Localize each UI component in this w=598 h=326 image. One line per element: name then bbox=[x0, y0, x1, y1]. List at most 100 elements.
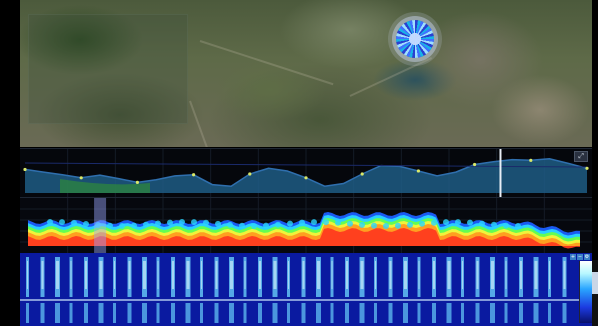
waterfall-plot bbox=[20, 253, 580, 326]
waterfall-streak bbox=[127, 303, 132, 323]
waterfall-streak bbox=[504, 303, 508, 323]
spectrum-peak bbox=[275, 221, 281, 228]
intensity-colorbar bbox=[579, 261, 592, 323]
waterfall-streak-core bbox=[201, 261, 202, 289]
waterfall-streak bbox=[388, 303, 393, 323]
spectrum-peak bbox=[347, 220, 353, 227]
selected-area-overlay bbox=[28, 14, 188, 124]
waterfall-streak bbox=[330, 303, 334, 323]
profile-point bbox=[473, 162, 477, 167]
spectrum-peak bbox=[227, 221, 233, 228]
waterfall-streak bbox=[258, 303, 262, 323]
spectrum-chart[interactable] bbox=[20, 197, 592, 253]
waterfall-streak-core bbox=[273, 261, 277, 289]
waterfall-display[interactable]: + − ⚙ bbox=[20, 253, 592, 326]
spectrum-peak bbox=[263, 222, 269, 229]
waterfall-streak bbox=[55, 303, 60, 323]
waterfall-streak bbox=[475, 303, 480, 323]
waterfall-streak bbox=[301, 303, 306, 323]
waterfall-streak bbox=[200, 303, 203, 323]
waterfall-streak-core bbox=[172, 261, 174, 289]
waterfall-streak bbox=[316, 303, 321, 323]
spectrum-peak bbox=[107, 222, 113, 229]
waterfall-streak-core bbox=[99, 261, 103, 289]
waterfall-streak-core bbox=[404, 261, 407, 289]
profile-point bbox=[248, 172, 252, 176]
profile-point bbox=[304, 176, 308, 180]
spectrum-peak bbox=[239, 222, 245, 229]
waterfall-streak-core bbox=[230, 261, 233, 289]
road-line bbox=[189, 100, 212, 147]
waterfall-streak-core bbox=[157, 261, 159, 289]
waterfall-streak-core bbox=[476, 261, 479, 289]
spectrum-marker bbox=[94, 198, 107, 253]
waterfall-streak-core bbox=[302, 261, 305, 289]
spectrum-peak bbox=[359, 221, 365, 228]
road-line bbox=[199, 40, 334, 86]
waterfall-streak bbox=[171, 303, 175, 323]
waterfall-streak-core bbox=[56, 261, 59, 289]
waterfall-streak bbox=[490, 303, 495, 323]
terrain-area bbox=[25, 158, 587, 193]
waterfall-streak bbox=[345, 303, 349, 323]
spectrum-peak bbox=[131, 222, 137, 229]
satellite-map[interactable] bbox=[20, 0, 592, 147]
waterfall-streak bbox=[40, 303, 45, 323]
waterfall-streak bbox=[461, 303, 464, 323]
vertical-scrollbar[interactable] bbox=[592, 260, 598, 326]
waterfall-streak bbox=[185, 303, 191, 323]
spectrum-peak bbox=[119, 222, 125, 229]
spectrum-peak bbox=[383, 222, 389, 229]
zoom-out-icon[interactable]: − bbox=[577, 254, 583, 260]
waterfall-streak-core bbox=[331, 261, 333, 289]
spectrum-peak bbox=[251, 222, 257, 229]
elevation-profile-plot bbox=[23, 149, 589, 197]
profile-point bbox=[135, 180, 139, 184]
waterfall-streak-core bbox=[491, 261, 494, 289]
waterfall-streak bbox=[417, 303, 421, 323]
vegetation-band bbox=[60, 179, 150, 193]
spectrum-peak bbox=[419, 220, 425, 227]
road-line bbox=[349, 57, 432, 97]
zoom-in-icon[interactable]: + bbox=[570, 254, 576, 260]
waterfall-streak bbox=[142, 303, 147, 323]
waterfall-streak bbox=[446, 303, 452, 323]
spectrum-peak bbox=[335, 219, 341, 226]
waterfall-streak-core bbox=[389, 261, 392, 289]
waterfall-streak bbox=[562, 303, 567, 323]
spectrum-peak bbox=[515, 222, 521, 229]
waterfall-streak bbox=[403, 303, 408, 323]
line-of-sight bbox=[24, 162, 588, 168]
profile-point bbox=[192, 173, 196, 177]
spectrum-peak bbox=[287, 220, 293, 227]
spectrum-peak bbox=[431, 219, 437, 226]
scrollbar-thumb[interactable] bbox=[592, 272, 598, 294]
waterfall-streak-core bbox=[27, 261, 28, 289]
waterfall-streak-core bbox=[70, 261, 72, 289]
waterfall-streak-core bbox=[447, 261, 451, 289]
waterfall-streak bbox=[84, 303, 88, 323]
waterfall-streak bbox=[374, 303, 377, 323]
spectrum-peak bbox=[167, 219, 173, 226]
elevation-profile-chart[interactable]: ⤢ bbox=[20, 148, 592, 197]
waterfall-streak-core bbox=[317, 261, 320, 289]
profile-point bbox=[79, 176, 83, 180]
profile-point bbox=[529, 158, 533, 162]
waterfall-streak bbox=[533, 303, 539, 323]
waterfall-streak-core bbox=[41, 261, 44, 289]
waterfall-streak-core bbox=[186, 261, 190, 289]
app-frame: ⤢ + − ⚙ bbox=[20, 0, 592, 326]
profile-zoom-button[interactable]: ⤢ bbox=[574, 151, 588, 162]
radar-sweep-icon[interactable] bbox=[396, 20, 434, 58]
waterfall-streak-core bbox=[346, 261, 348, 289]
spectrum-peak bbox=[215, 220, 221, 227]
waterfall-streak-core bbox=[259, 261, 261, 289]
spectrum-plot bbox=[20, 198, 592, 253]
waterfall-streak-core bbox=[288, 261, 289, 289]
settings-icon[interactable]: ⚙ bbox=[584, 254, 590, 260]
waterfall-streak bbox=[243, 303, 247, 323]
spectrum-peak bbox=[179, 219, 185, 226]
spectrum-peak bbox=[371, 222, 377, 229]
profile-point bbox=[23, 167, 27, 172]
waterfall-streak-core bbox=[534, 261, 538, 289]
